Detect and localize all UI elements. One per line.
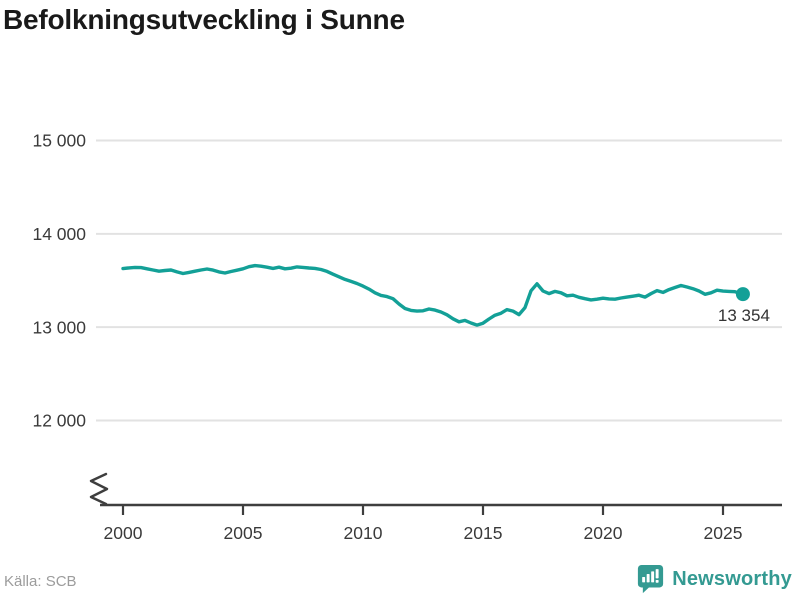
gridlines <box>96 139 782 422</box>
x-tick-label: 2000 <box>104 523 143 543</box>
y-tick-label: 13 000 <box>32 317 86 337</box>
x-tick-label: 2005 <box>224 523 263 543</box>
x-tick-label: 2025 <box>704 523 743 543</box>
y-tick-label: 12 000 <box>32 411 86 431</box>
x-axis-ticks <box>121 505 725 515</box>
population-series-line <box>121 263 745 327</box>
newsworthy-icon-bars <box>642 569 659 583</box>
newsworthy-icon <box>638 564 664 594</box>
chart-title: Befolkningsutveckling i Sunne <box>3 4 405 35</box>
y-axis-labels: 12 000 13 000 14 000 15 000 <box>32 131 86 431</box>
y-axis-break-icon <box>89 472 109 506</box>
x-tick-label: 2015 <box>464 523 503 543</box>
y-tick-label: 15 000 <box>32 131 86 151</box>
y-tick-label: 14 000 <box>32 224 86 244</box>
latest-value-marker <box>735 287 750 302</box>
latest-value-label: 13 354 <box>718 306 770 325</box>
newsworthy-wordmark: Newsworthy <box>672 567 792 590</box>
x-tick-label: 2020 <box>584 523 623 543</box>
x-axis-tick-labels: 2000 2005 2010 2015 2020 2025 <box>104 523 743 543</box>
newsworthy-logo: Newsworthy <box>637 564 792 594</box>
x-tick-label: 2010 <box>344 523 383 543</box>
source-note: Källa: SCB <box>4 573 77 590</box>
